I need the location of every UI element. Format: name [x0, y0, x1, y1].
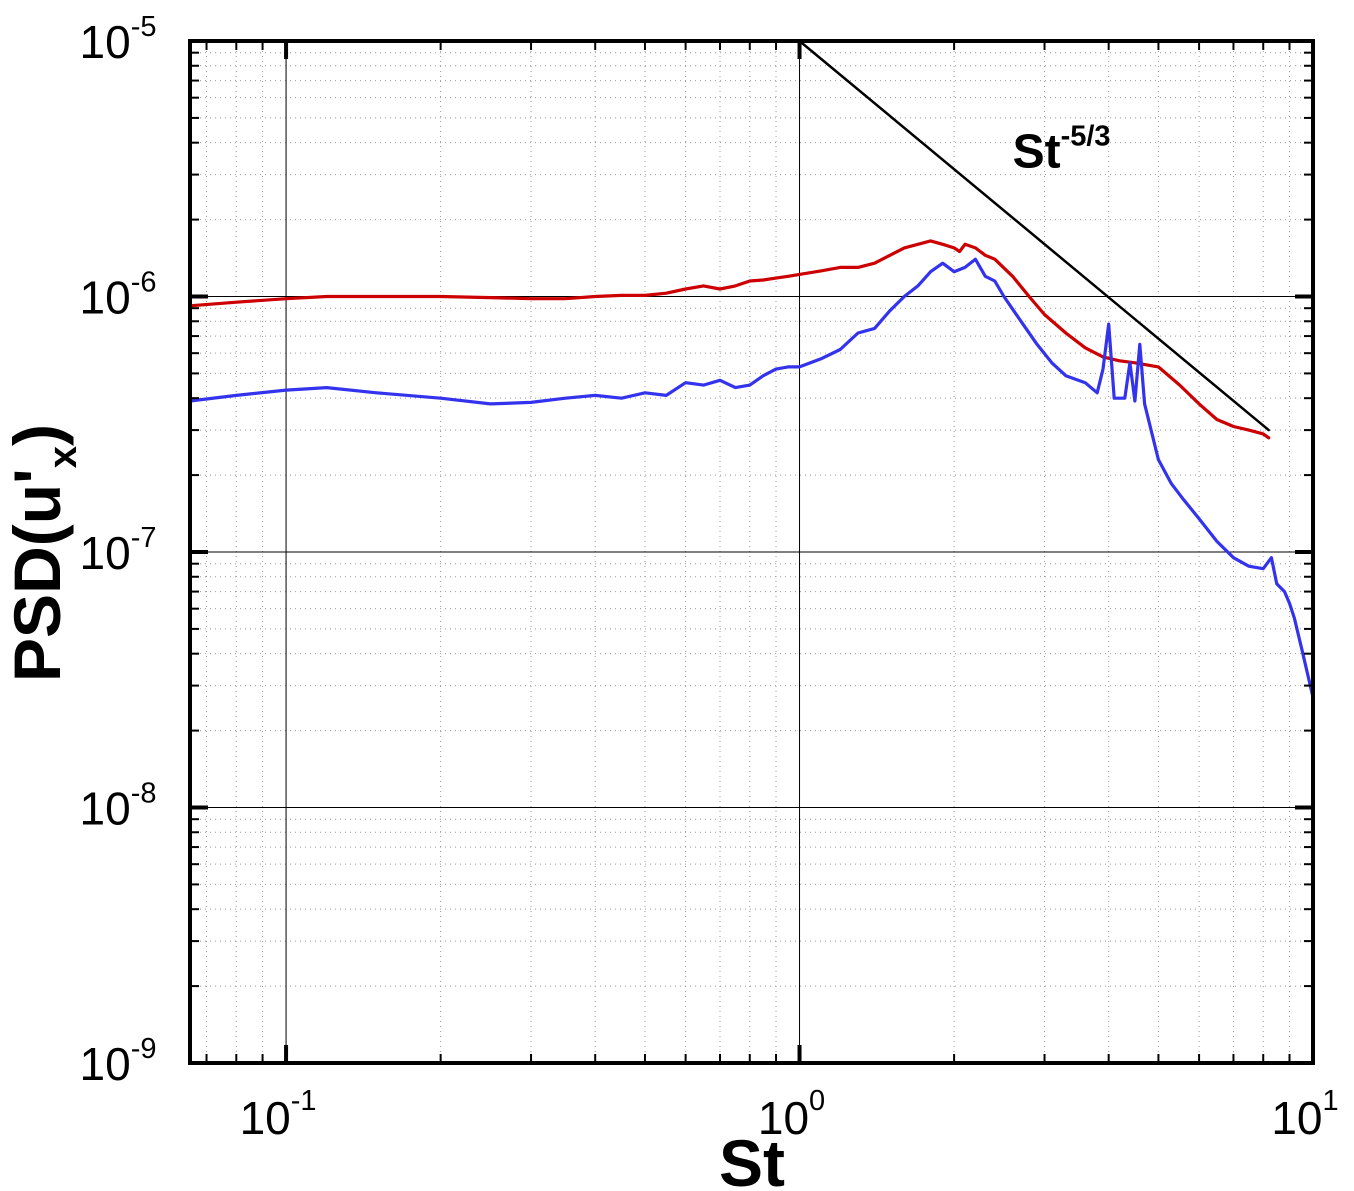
x-tick-label: 101 — [1271, 1085, 1338, 1144]
y-tick-label: 10-9 — [80, 1033, 157, 1090]
x-axis-title: St — [719, 1126, 785, 1191]
y-axis-title-sub: x — [41, 446, 85, 468]
y-tick-label: 10-8 — [80, 778, 157, 835]
y-axis-title-close: ) — [0, 424, 74, 446]
tick-marks — [190, 39, 1315, 1065]
slope-annotation-exp: -5/3 — [1061, 120, 1111, 152]
x-tick-label: 10-1 — [240, 1085, 317, 1144]
slope-annotation: St-5/3 — [1013, 120, 1111, 178]
y-tick-label-base: 10 — [80, 16, 131, 68]
y-tick-label-base: 10 — [80, 1038, 131, 1090]
slope-annotation-base: St — [1013, 125, 1061, 178]
y-tick-label: 10-7 — [80, 522, 157, 579]
y-tick-label-base: 10 — [80, 783, 131, 835]
y-tick-label-base: 10 — [80, 272, 131, 324]
x-tick-label-exp: 1 — [1323, 1085, 1339, 1117]
x-tick-label-base: 10 — [240, 1092, 291, 1144]
y-tick-label-exp: -7 — [131, 522, 157, 554]
y-tick-label-exp: -9 — [131, 1033, 157, 1065]
slope-reference-line — [798, 39, 1270, 432]
x-tick-label-exp: 0 — [809, 1085, 825, 1117]
y-tick-label: 10-5 — [80, 11, 157, 68]
y-tick-label-base: 10 — [80, 527, 131, 579]
series-layer — [188, 39, 1315, 699]
y-axis-title-main: PSD(u' — [0, 468, 74, 682]
x-tick-label-base: 10 — [758, 1092, 809, 1144]
series-line-2 — [188, 257, 1315, 699]
y-tick-label-exp: -5 — [131, 11, 157, 43]
y-axis-title: PSD(u'x) — [0, 424, 85, 682]
x-tick-label-exp: -1 — [291, 1085, 317, 1117]
series-line-1 — [188, 239, 1271, 440]
y-tick-label-exp: -6 — [131, 267, 157, 299]
y-tick-label-exp: -8 — [131, 778, 157, 810]
major-grid — [190, 41, 1313, 1063]
x-tick-label-base: 10 — [1271, 1092, 1322, 1144]
y-tick-label: 10-6 — [80, 267, 157, 324]
x-tick-label: 100 — [758, 1085, 825, 1144]
